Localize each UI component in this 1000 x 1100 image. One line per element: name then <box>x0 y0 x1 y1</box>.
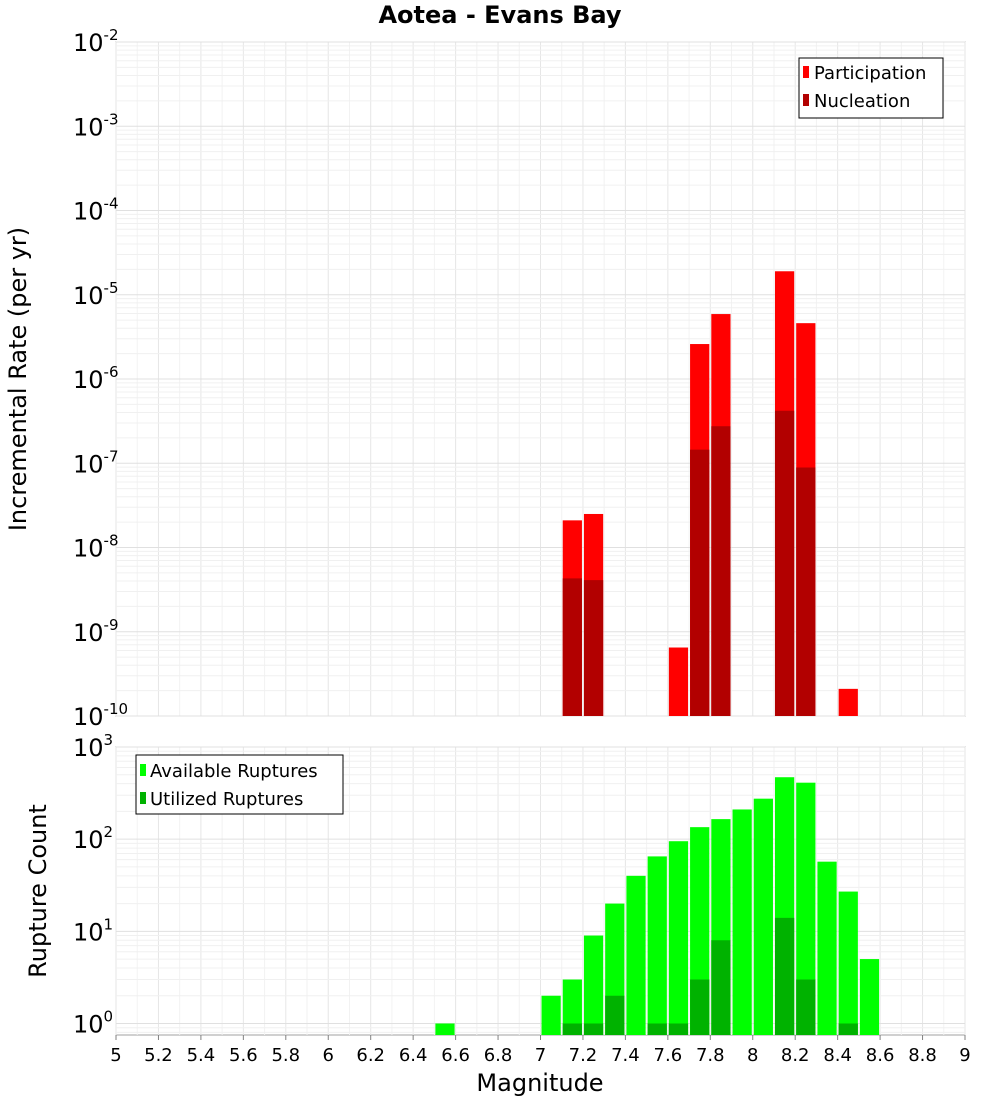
bar-nucleation <box>774 410 795 716</box>
x-tick-label: 7.6 <box>654 1045 683 1066</box>
rate-grid <box>115 41 966 717</box>
bar-nucleation <box>583 580 604 716</box>
rate-y-tick-label: 10-8 <box>73 532 119 563</box>
bar-utilized-ruptures <box>838 1023 858 1035</box>
bar-available-ruptures <box>753 798 773 1035</box>
bar-utilized-ruptures <box>647 1023 667 1035</box>
bar-available-ruptures <box>583 935 604 1035</box>
count-y-axis-label: Rupture Count <box>24 804 52 978</box>
legend-label-nucleation: Nucleation <box>814 91 910 112</box>
x-tick-label: 6.4 <box>399 1045 428 1066</box>
bar-utilized-ruptures <box>711 940 731 1035</box>
x-tick-label: 7.2 <box>569 1045 598 1066</box>
legend-label-participation: Participation <box>814 63 926 84</box>
bar-participation <box>668 647 689 716</box>
rate-legend: Participation Nucleation <box>798 57 944 119</box>
x-tick-label: 7.4 <box>611 1045 640 1066</box>
bar-available-ruptures <box>796 782 816 1035</box>
bar-available-ruptures <box>435 1023 455 1035</box>
bar-utilized-ruptures <box>774 917 795 1035</box>
rate-y-axis-label: Incremental Rate (per yr) <box>4 227 32 531</box>
bar-available-ruptures <box>626 875 646 1035</box>
bar-utilized-ruptures <box>605 995 625 1035</box>
x-tick-label: 6.8 <box>484 1045 513 1066</box>
bar-utilized-ruptures <box>796 979 816 1035</box>
rate-y-tick-label: 10-9 <box>73 616 119 647</box>
x-ticks: 5 5.2 5.4 5.6 5.8 6 6.2 6.4 6.6 6.8 7 7.2 7.4 7.6 7.8 8… <box>110 1035 971 1066</box>
x-tick-label: 5.8 <box>271 1045 300 1066</box>
count-y-tick-label: 103 <box>73 731 113 762</box>
legend-swatch-participation <box>803 66 809 78</box>
x-tick-label: 5 <box>110 1045 121 1066</box>
x-tick-label: 6.6 <box>441 1045 470 1066</box>
bar-utilized-ruptures <box>583 1023 604 1035</box>
rate-y-tick-label: 10-3 <box>73 110 119 141</box>
x-tick-label: 9 <box>959 1045 970 1066</box>
bar-available-ruptures <box>668 841 689 1035</box>
bar-nucleation <box>562 578 582 716</box>
bar-utilized-ruptures <box>562 1023 582 1035</box>
count-y-ticks: 103 102 101 100 <box>73 731 113 1038</box>
x-axis-label: Magnitude <box>476 1069 603 1097</box>
count-y-tick-label: 101 <box>73 915 113 946</box>
rate-y-tick-label: 10-6 <box>73 363 119 394</box>
rate-y-tick-label: 10-7 <box>73 447 119 478</box>
x-tick-label: 8.2 <box>781 1045 810 1066</box>
bar-utilized-ruptures <box>668 1023 689 1035</box>
count-legend-box <box>135 754 344 815</box>
bar-available-ruptures <box>817 861 837 1035</box>
rate-y-tick-label: 10-2 <box>73 26 119 57</box>
legend-label-utilized-ruptures: Utilized Ruptures <box>150 789 303 810</box>
x-tick-label: 7.8 <box>696 1045 725 1066</box>
rate-y-ticks: 10-2 10-3 10-4 10-5 10-6 10-7 10-8 10-9 10-10 <box>73 26 128 731</box>
legend-label-available-ruptures: Available Ruptures <box>150 761 318 782</box>
count-y-tick-label: 102 <box>73 823 113 854</box>
x-tick-label: 5.2 <box>144 1045 173 1066</box>
bar-nucleation <box>690 449 710 716</box>
rate-legend-box <box>798 57 944 119</box>
x-tick-label: 6 <box>323 1045 334 1066</box>
x-tick-label: 8.8 <box>908 1045 937 1066</box>
bar-available-ruptures <box>859 959 880 1035</box>
bar-available-ruptures <box>541 995 561 1035</box>
legend-swatch-utilized-ruptures <box>140 792 146 804</box>
x-tick-label: 8.6 <box>866 1045 895 1066</box>
chart-title: Aotea - Evans Bay <box>378 1 621 29</box>
bar-nucleation <box>796 467 816 716</box>
rate-y-tick-label: 10-4 <box>73 195 119 226</box>
count-panel: 103 102 101 100 5 5.2 5.4 5.6 5.8 6 6.2 6.4 6.6 6.8 7… <box>24 731 971 1097</box>
bar-available-ruptures <box>838 891 858 1035</box>
x-tick-label: 5.4 <box>187 1045 216 1066</box>
legend-swatch-available-ruptures <box>140 764 146 776</box>
x-tick-label: 6.2 <box>356 1045 385 1066</box>
legend-swatch-nucleation <box>803 94 809 106</box>
x-tick-label: 7 <box>535 1045 546 1066</box>
bar-utilized-ruptures <box>690 979 710 1035</box>
x-tick-label: 8.4 <box>823 1045 852 1066</box>
bar-nucleation <box>711 426 731 716</box>
rate-y-tick-label: 10-5 <box>73 279 119 310</box>
rate-y-tick-label: 10-10 <box>73 700 128 731</box>
bar-available-ruptures <box>562 979 582 1035</box>
count-y-tick-label: 100 <box>73 1007 113 1038</box>
bar-available-ruptures <box>732 809 752 1035</box>
x-tick-label: 5.6 <box>229 1045 258 1066</box>
rate-panel: 10-2 10-3 10-4 10-5 10-6 10-7 10-8 10-9 10-10 In… <box>4 26 966 731</box>
x-tick-label: 8 <box>747 1045 758 1066</box>
rate-bars <box>562 271 858 716</box>
bar-participation <box>838 688 858 716</box>
count-bars <box>435 777 880 1035</box>
bar-available-ruptures <box>647 856 667 1035</box>
count-legend: Available Ruptures Utilized Ruptures <box>135 754 344 815</box>
